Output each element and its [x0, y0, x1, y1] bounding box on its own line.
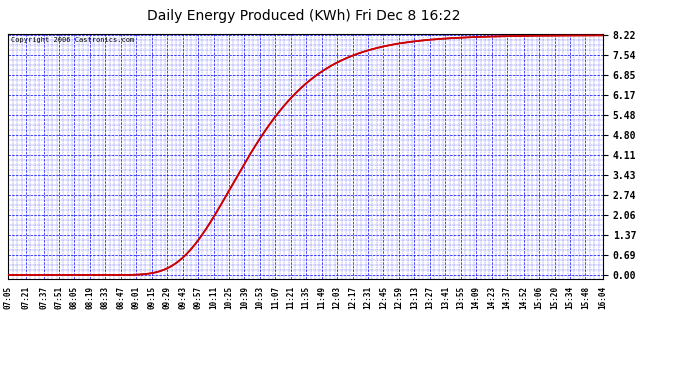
Text: Copyright 2006 Castronics.com: Copyright 2006 Castronics.com	[11, 38, 135, 44]
Text: Daily Energy Produced (KWh) Fri Dec 8 16:22: Daily Energy Produced (KWh) Fri Dec 8 16…	[147, 9, 460, 23]
